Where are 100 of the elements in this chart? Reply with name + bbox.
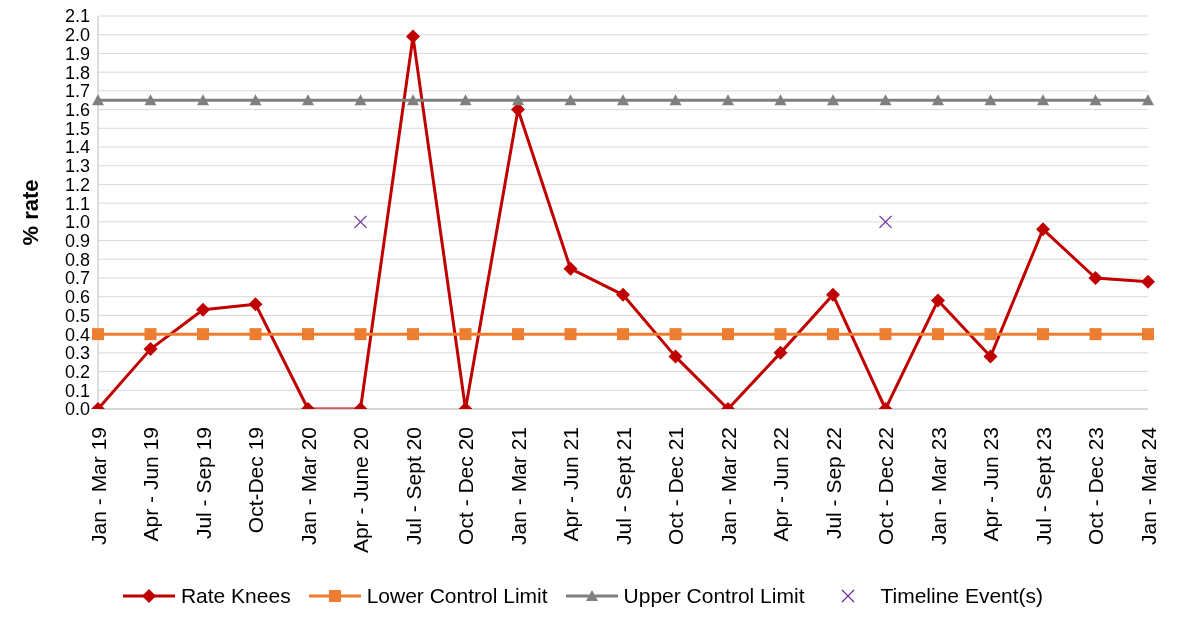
point: [668, 349, 683, 364]
point: [459, 94, 472, 106]
point: [827, 94, 839, 106]
point: [1036, 222, 1050, 237]
point: [197, 94, 209, 106]
point: [617, 94, 629, 106]
legend-label: Upper Control Limit: [622, 584, 805, 608]
y-tick-label: 1.6: [64, 99, 90, 120]
x-tick-label: Jul - Sept 21: [611, 427, 635, 545]
y-axis-title: % rate: [17, 179, 43, 246]
y-tick-label: 0.4: [64, 324, 90, 345]
point: [932, 328, 944, 341]
y-tick-label: 0.3: [64, 343, 90, 364]
point: [92, 328, 104, 341]
point: [144, 328, 157, 341]
x-tick-label: Apr - Jun 23: [979, 427, 1002, 542]
point: [459, 328, 472, 341]
x-tick-label: Oct - Dec 20: [454, 427, 477, 545]
point: [196, 302, 210, 317]
point: [983, 349, 998, 364]
x-tick-label: Apr - Jun 21: [559, 427, 582, 542]
y-tick-label: 2.0: [64, 25, 90, 46]
x-tick-label: Apr - Jun 22: [769, 427, 792, 542]
y-tick-label: 1.3: [64, 156, 90, 177]
point: [248, 297, 263, 312]
legend-label: Timeline Event(s): [879, 584, 1044, 608]
legend-label: Rate Knees: [179, 584, 291, 608]
point: [354, 328, 367, 341]
point: [722, 94, 734, 106]
point: [144, 94, 157, 106]
x-tick-label: Oct - Dec 21: [664, 427, 687, 545]
point: [353, 215, 368, 229]
point: [616, 287, 630, 302]
x-tick-label: Jul - Sep 19: [191, 427, 215, 540]
point: [302, 94, 314, 106]
point: [669, 328, 682, 341]
point: [617, 328, 629, 341]
point: [564, 328, 577, 341]
point: [512, 94, 524, 106]
point: [774, 328, 787, 341]
x-tick-label: Jul - Sep 22: [821, 427, 845, 540]
x-tick-label: Apr - Jun 19: [139, 427, 162, 542]
point: [406, 29, 420, 44]
y-tick-label: 0.1: [64, 380, 90, 401]
point: [354, 94, 367, 106]
point: [1089, 94, 1102, 106]
point: [984, 328, 997, 341]
x-tick-label: Oct-Dec 19: [244, 427, 267, 534]
legend-label: Lower Control Limit: [365, 584, 548, 608]
point: [1142, 94, 1154, 106]
point: [407, 94, 419, 106]
y-tick-label: 0.5: [64, 305, 90, 326]
point: [879, 328, 892, 341]
y-tick-label: 1.9: [64, 43, 90, 64]
point: [879, 94, 892, 106]
point: [1142, 328, 1154, 341]
x-tick-label: Apr - June 20: [349, 427, 372, 554]
y-tick-label: 1.8: [64, 62, 90, 83]
y-tick-label: 1.0: [64, 212, 90, 233]
point: [669, 94, 682, 106]
point: [143, 342, 158, 357]
point: [722, 328, 734, 341]
point: [92, 94, 104, 106]
x-tick-label: Jul - Sept 20: [401, 427, 425, 545]
y-tick-label: 0.2: [64, 361, 90, 382]
y-tick-label: 0.9: [64, 230, 90, 251]
point: [1037, 328, 1049, 341]
point: [197, 328, 209, 341]
x-tick-label: Oct - Dec 23: [1084, 427, 1107, 545]
y-tick-label: 1.1: [64, 193, 90, 214]
x-tick-label: Jan - Mar 19: [86, 427, 110, 545]
point: [827, 328, 839, 341]
y-tick-label: 2.1: [64, 6, 90, 27]
point: [249, 94, 262, 106]
x-tick-label: Jan - Mar 23: [926, 427, 950, 545]
point: [407, 328, 419, 341]
y-tick-label: 0.0: [64, 399, 90, 420]
point: [1141, 274, 1155, 289]
y-tick-label: 0.6: [64, 287, 90, 308]
x-tick-label: Jan - Mar 24: [1136, 426, 1160, 545]
point: [931, 293, 945, 308]
point: [302, 328, 314, 341]
point: [1088, 271, 1103, 285]
x-tick-label: Oct - Dec 22: [874, 427, 897, 545]
point: [773, 345, 788, 360]
x-tick-label: Jan - Mar 22: [716, 427, 740, 545]
point: [512, 328, 524, 341]
x-tick-label: Jan - Mar 20: [296, 427, 320, 545]
point: [774, 94, 787, 106]
y-tick-label: 1.4: [64, 137, 90, 158]
y-tick-label: 0.7: [64, 268, 90, 289]
point: [564, 94, 577, 106]
point: [1037, 94, 1049, 106]
y-tick-label: 0.8: [64, 249, 90, 270]
point: [826, 287, 840, 302]
point: [932, 94, 944, 106]
y-tick-label: 1.2: [64, 174, 90, 195]
point: [1089, 328, 1102, 341]
point: [563, 261, 578, 276]
point: [249, 328, 262, 341]
